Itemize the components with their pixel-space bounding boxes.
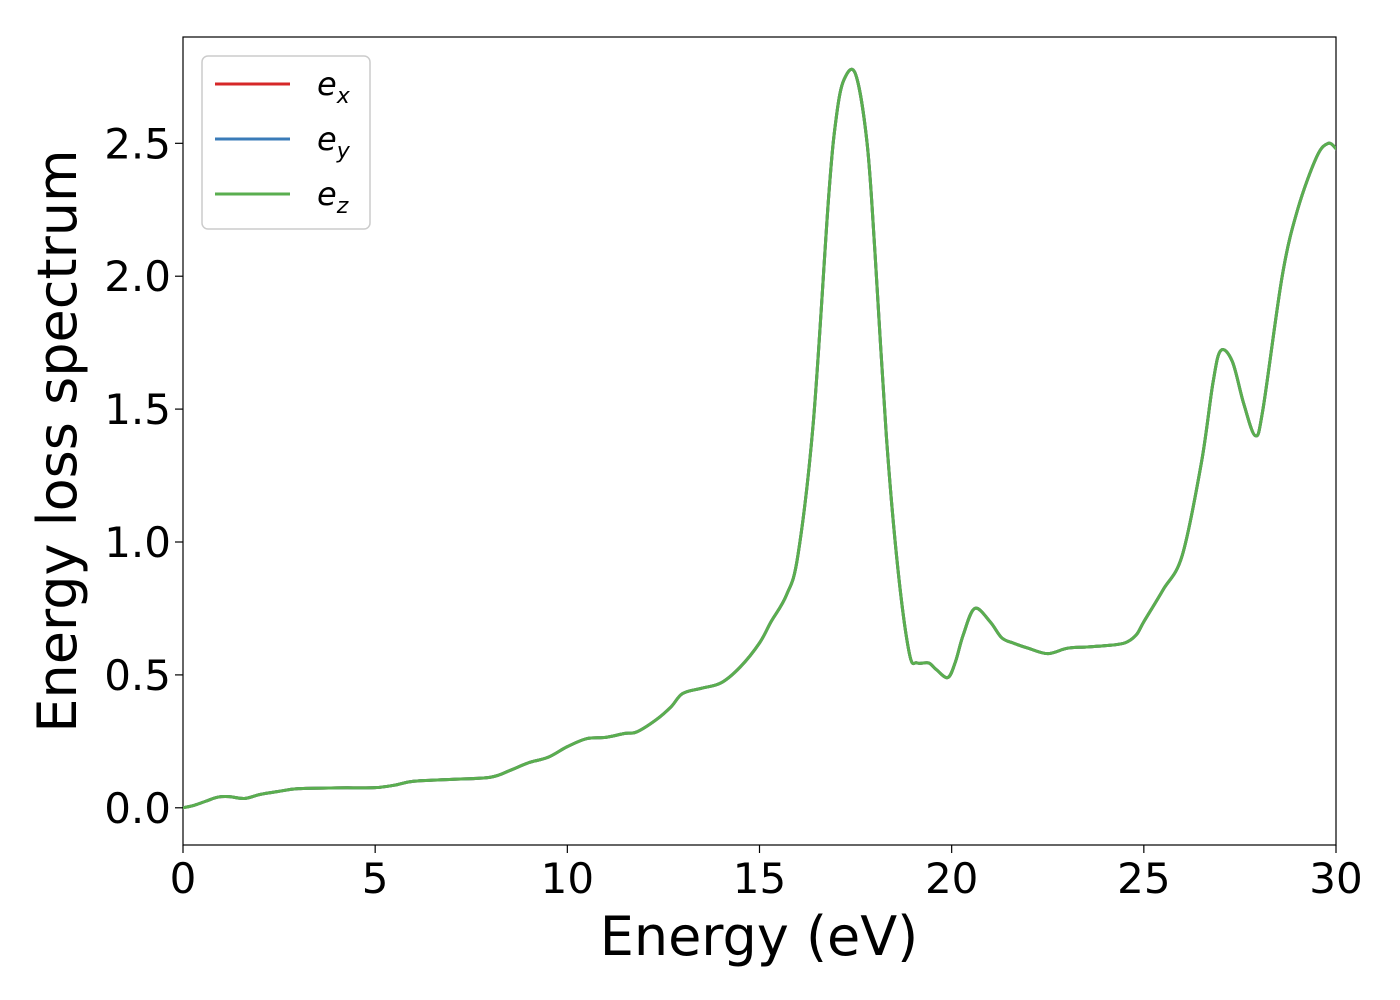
y-tick-label: 1.0	[104, 518, 171, 567]
legend-label-base: e	[317, 175, 337, 213]
series-layer	[183, 67, 1336, 810]
legend-label-ex: ex	[317, 65, 351, 109]
y-axis-label: Energy loss spectrum	[26, 149, 89, 732]
y-axis-ticks: 0.0 0.5 1.0 1.5 2.0 2.5	[104, 119, 183, 833]
y-tick-label: 0.0	[104, 784, 171, 833]
y-tick-label: 2.0	[104, 252, 171, 301]
legend-label-base: e	[317, 120, 337, 158]
x-tick-label: 25	[1117, 854, 1170, 903]
legend-label-subscript: y	[336, 139, 351, 164]
x-tick-label: 10	[541, 854, 594, 903]
y-tick-label: 0.5	[104, 651, 171, 700]
legend-label-ez: ez	[317, 175, 349, 219]
y-tick-label: 1.5	[104, 385, 171, 434]
legend-label-subscript: z	[336, 194, 349, 219]
series-line-ez	[183, 67, 1336, 810]
legend-label-base: e	[317, 65, 337, 103]
x-tick-label: 15	[733, 854, 786, 903]
legend-box	[201, 55, 371, 230]
plot-area	[182, 36, 1337, 846]
legend-label-ey: ey	[317, 120, 351, 164]
x-tick-label: 30	[1309, 854, 1362, 903]
legend-label-subscript: x	[336, 84, 351, 109]
x-tick-label: 0	[170, 854, 197, 903]
y-tick-label: 2.5	[104, 119, 171, 168]
axes-frame	[182, 36, 1337, 846]
x-axis-ticks: 0 5 10 15 20 25 30	[170, 845, 1363, 903]
x-axis-label: Energy (eV)	[600, 905, 919, 968]
x-tick-label: 20	[925, 854, 978, 903]
x-tick-label: 5	[362, 854, 389, 903]
